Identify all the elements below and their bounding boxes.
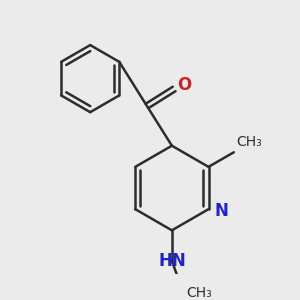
Text: CH₃: CH₃ — [237, 135, 262, 149]
Text: HN: HN — [158, 252, 186, 270]
Text: CH₃: CH₃ — [187, 286, 212, 300]
Text: O: O — [177, 76, 191, 94]
Text: N: N — [214, 202, 228, 220]
